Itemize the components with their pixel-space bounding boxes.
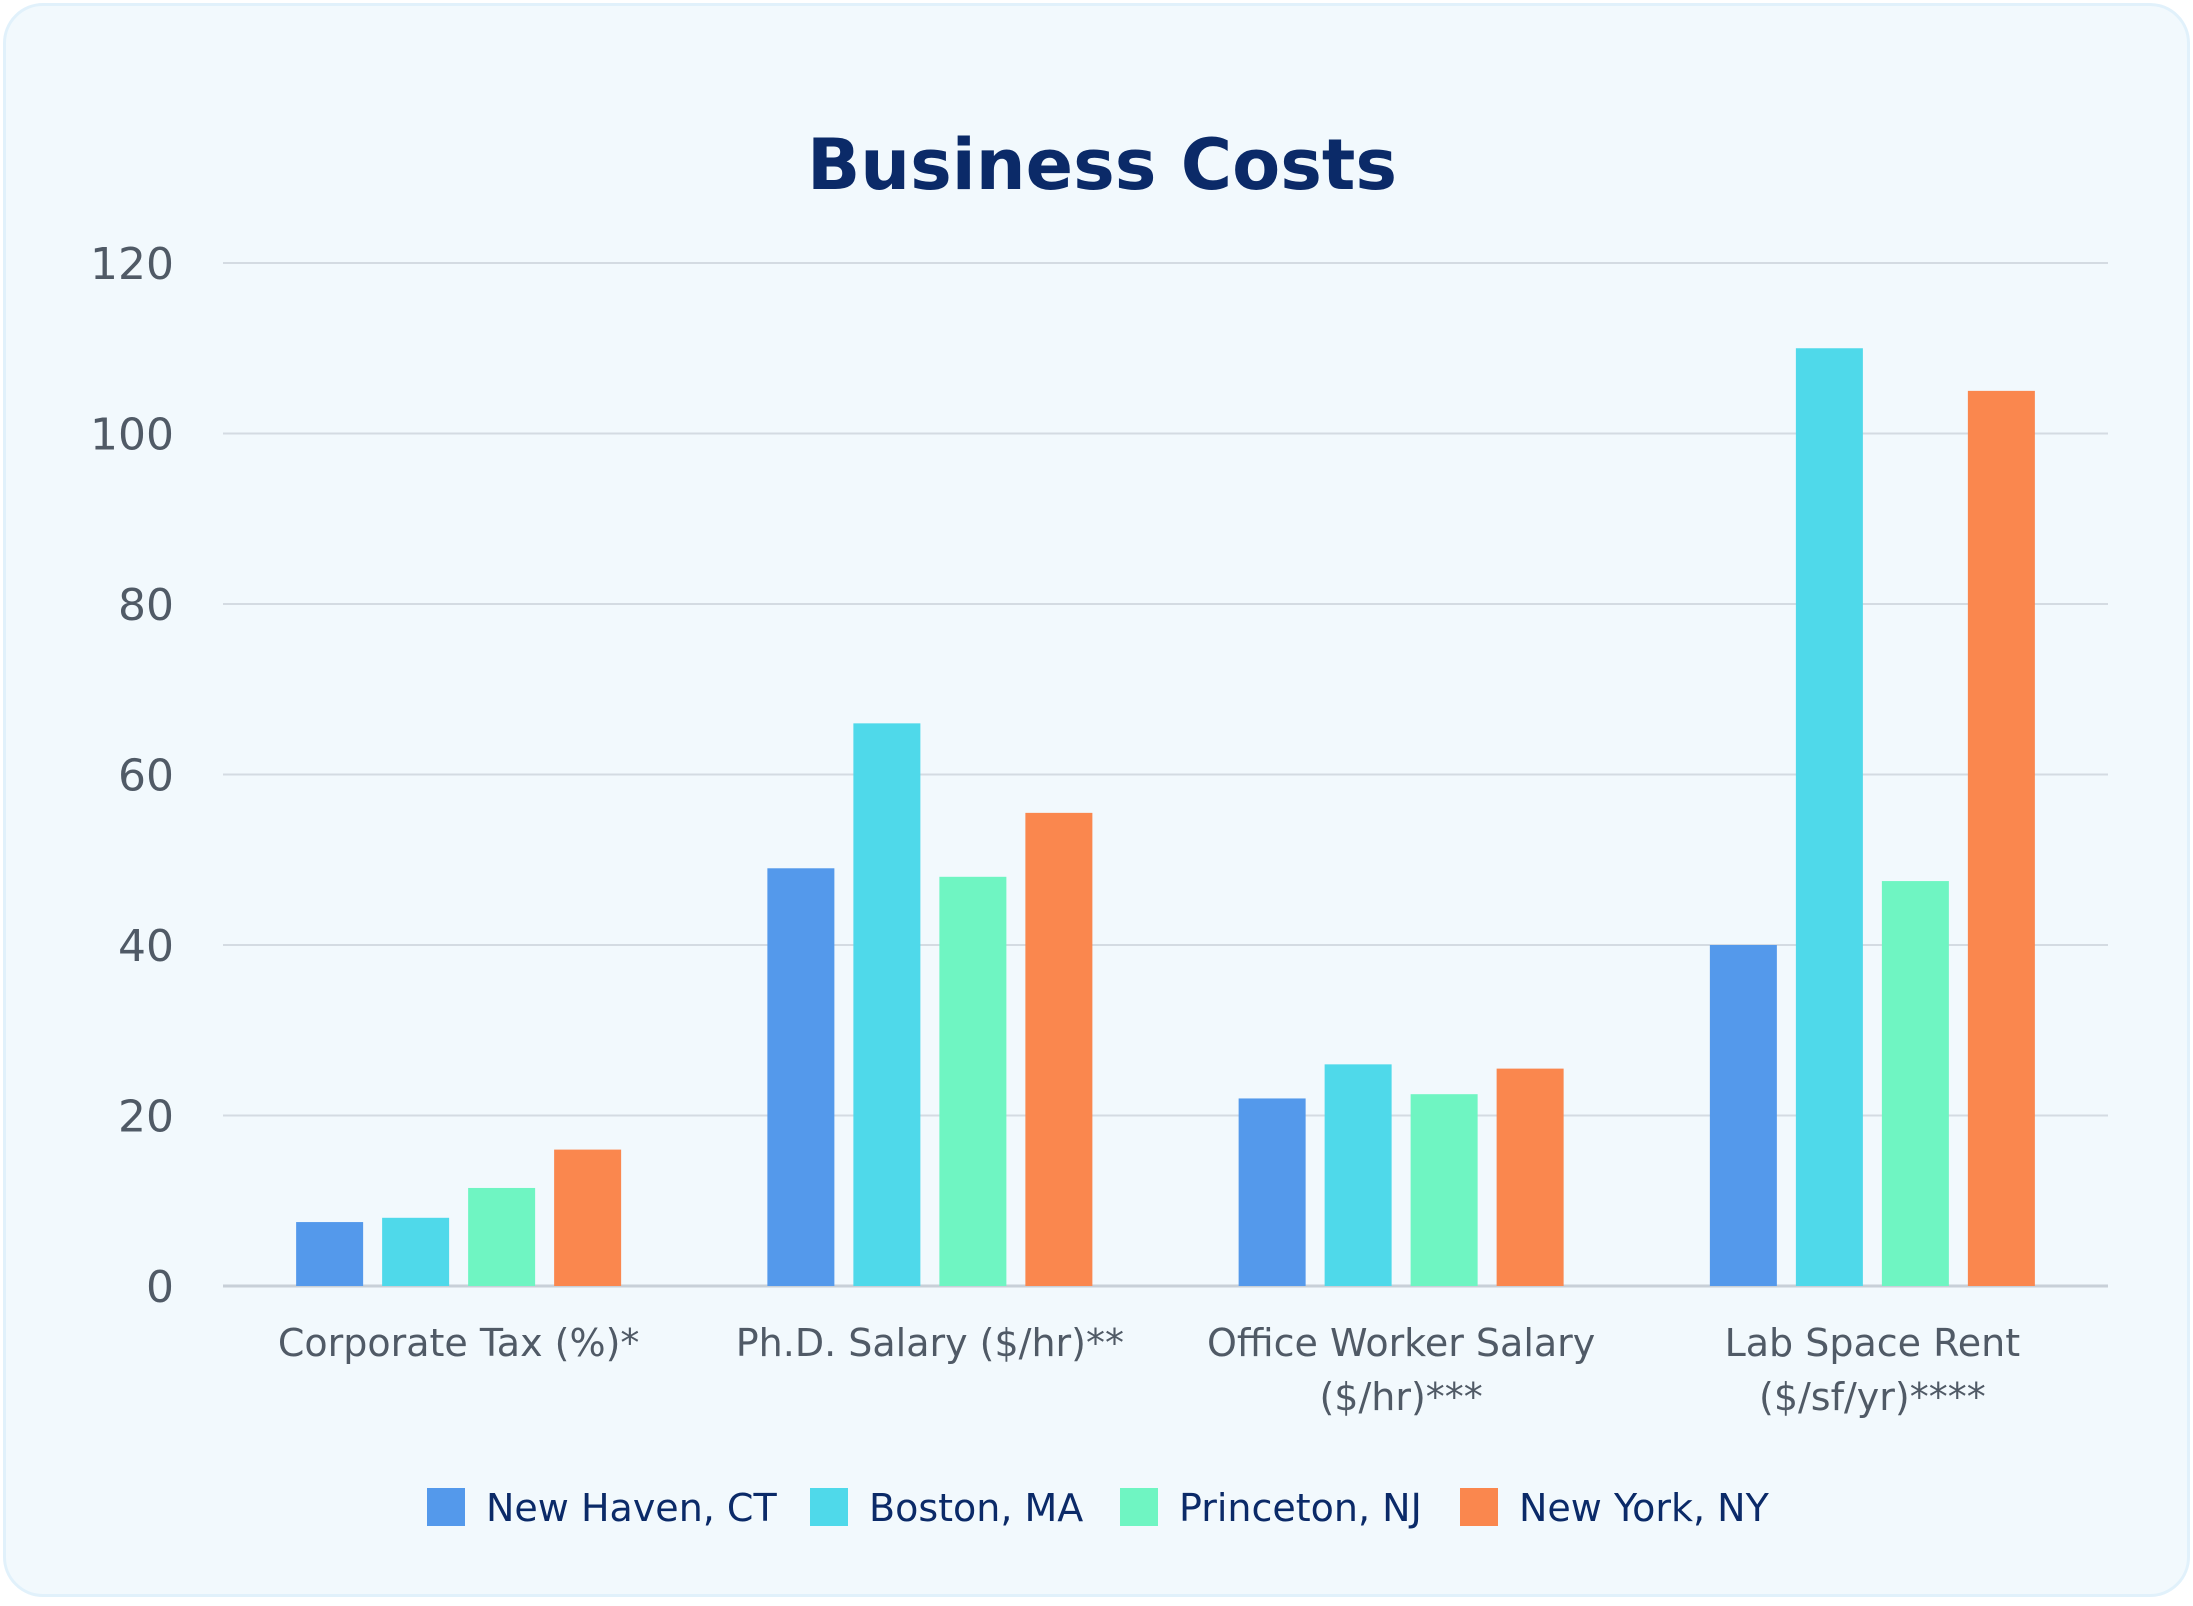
y-tick-label: 60 (118, 751, 174, 802)
bar-new-york-ny-3 (1967, 390, 2035, 1286)
bar-new-haven-ct-3 (1709, 945, 1777, 1286)
chart-title: Business Costs (807, 124, 1397, 206)
y-tick-label: 80 (118, 580, 174, 631)
bar-new-haven-ct-2 (1238, 1098, 1306, 1286)
bar-boston-ma-2 (1324, 1064, 1392, 1286)
legend-swatch (1120, 1488, 1158, 1526)
legend-label: Princeton, NJ (1179, 1486, 1422, 1530)
legend-swatch (1460, 1488, 1498, 1526)
x-tick-label: Office Worker Salary (1207, 1321, 1595, 1365)
y-tick-label: 0 (146, 1262, 174, 1313)
x-tick-label: ($/sf/yr)**** (1759, 1375, 1986, 1419)
bar-princeton-nj-1 (939, 876, 1007, 1286)
x-tick-label: Corporate Tax (%)* (278, 1321, 640, 1365)
business-costs-chart: Business Costs 0 20 40 60 80 100 120 Corporate… (90, 124, 2108, 1530)
legend-swatch (810, 1488, 848, 1526)
y-axis-ticks: 0 20 40 60 80 100 120 (90, 239, 174, 1313)
x-tick-label: ($/hr)*** (1319, 1375, 1482, 1419)
x-tick-label: Ph.D. Salary ($/hr)** (736, 1321, 1124, 1365)
bar-princeton-nj-0 (468, 1187, 536, 1286)
bar-new-york-ny-2 (1496, 1068, 1564, 1286)
legend-label: Boston, MA (869, 1486, 1083, 1530)
bar-princeton-nj-3 (1881, 881, 1949, 1286)
legend-label: New York, NY (1519, 1486, 1770, 1530)
bar-boston-ma-3 (1795, 348, 1863, 1286)
legend: New Haven, CT Boston, MA Princeton, NJ New … (427, 1486, 1770, 1530)
y-tick-label: 20 (118, 1092, 174, 1143)
bar-princeton-nj-2 (1410, 1094, 1478, 1286)
x-axis-labels: Corporate Tax (%)* Ph.D. Salary ($/hr)** O… (278, 1321, 2020, 1419)
legend-swatch (427, 1488, 465, 1526)
bar-new-haven-ct-1 (767, 868, 835, 1286)
gridlines (223, 262, 2108, 1288)
bar-new-york-ny-0 (554, 1149, 622, 1286)
x-tick-label: Lab Space Rent (1725, 1321, 2021, 1365)
bars (296, 348, 2035, 1286)
bar-boston-ma-0 (382, 1217, 450, 1286)
bar-new-haven-ct-0 (296, 1222, 364, 1286)
chart-card: Business Costs 0 20 40 60 80 100 120 Corporate… (3, 3, 2190, 1597)
y-tick-label: 100 (90, 410, 174, 461)
y-tick-label: 40 (118, 921, 174, 972)
legend-label: New Haven, CT (486, 1486, 777, 1530)
bar-new-york-ny-1 (1025, 812, 1093, 1286)
y-tick-label: 120 (90, 239, 174, 290)
bar-boston-ma-1 (853, 723, 921, 1286)
